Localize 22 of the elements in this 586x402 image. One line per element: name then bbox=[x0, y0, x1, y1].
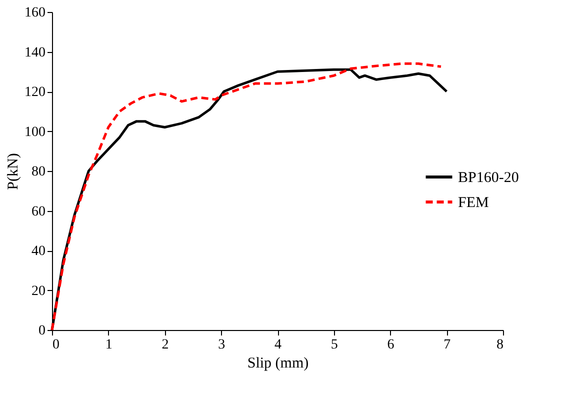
x-tick-label: 5 bbox=[330, 338, 338, 352]
y-tick-label: 140 bbox=[24, 45, 46, 60]
x-tick-label: 7 bbox=[444, 338, 451, 352]
x-tick-label: 8 bbox=[496, 338, 504, 352]
x-tick-label: 3 bbox=[218, 338, 226, 352]
y-tick-label: 160 bbox=[24, 6, 46, 20]
y-axis-title: P(kN) bbox=[6, 153, 22, 190]
legend-label: FEM bbox=[458, 195, 489, 211]
x-tick-label: 4 bbox=[274, 338, 282, 352]
y-tick-label: 40 bbox=[32, 244, 46, 259]
y-tick-label: 80 bbox=[32, 164, 46, 180]
x-tick-label: 2 bbox=[162, 338, 169, 352]
x-tick-label: 6 bbox=[387, 338, 394, 352]
y-tick-label: 120 bbox=[24, 85, 46, 100]
x-axis-title: Slip (mm) bbox=[247, 356, 309, 372]
y-tick-label: 100 bbox=[24, 124, 46, 140]
legend-label: BP160-20 bbox=[458, 170, 519, 186]
x-tick-label: 1 bbox=[105, 338, 112, 352]
y-tick-label: 0 bbox=[38, 324, 46, 338]
y-tick-label: 20 bbox=[32, 284, 46, 299]
x-tick-label: 0 bbox=[52, 338, 60, 352]
y-tick-label: 60 bbox=[32, 204, 46, 220]
